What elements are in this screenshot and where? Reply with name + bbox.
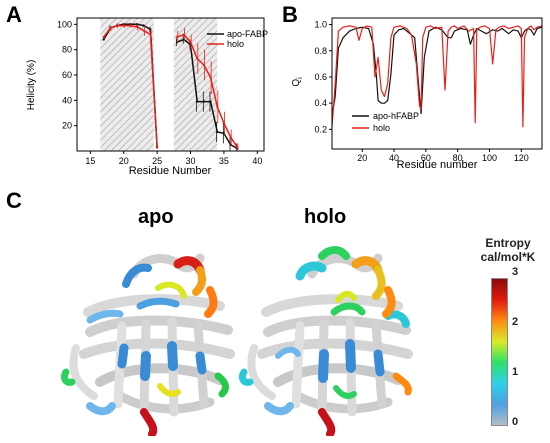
chart-a-series-line (176, 33, 238, 148)
chart-a-point (136, 25, 139, 28)
chart-a-x-axis-label: Residue Number (129, 165, 212, 177)
chart-b-series-1 (331, 25, 543, 128)
chart-a-point (156, 146, 159, 149)
chart-a-point (102, 38, 105, 41)
chart-b-y-tick-label: 0.6 (314, 72, 327, 82)
chart-b-legend-apo: apo-hFABP (373, 111, 419, 121)
chart-a-legend: apo-FABP holo (207, 29, 268, 49)
chart-b-legend-holo: holo (373, 123, 390, 133)
chart-a-point (209, 100, 212, 103)
chart-b-x-axis-label: Residue number (397, 159, 478, 171)
chart-a-point (209, 76, 212, 79)
chart-b-x-tick-label: 20 (357, 153, 367, 163)
chart-a-point (182, 33, 185, 36)
chart-a-point (202, 100, 205, 103)
chart-b-x-tick-label: 80 (453, 153, 463, 163)
chart-a-x-tick-label: 40 (252, 156, 262, 166)
colorbar-tick-2: 2 (512, 316, 519, 328)
apo-structure-image (60, 253, 235, 436)
chart-a-legend-holo: holo (227, 39, 244, 49)
holo-structure-image (238, 246, 413, 436)
chart-a-point (115, 24, 119, 27)
chart-a-point (229, 135, 232, 139)
colorbar-tick-3: 3 (512, 266, 519, 278)
chart-a-x-tick-label: 15 (85, 156, 95, 166)
holo-structure-label: holo (304, 206, 347, 228)
chart-a-point (122, 24, 125, 27)
chart-a-point (109, 27, 112, 30)
colorbar-tick-0: 0 (512, 416, 519, 428)
chart-a-point (176, 35, 179, 39)
panel-label-c: C (6, 188, 22, 213)
chart-a-y-tick-label: 80 (62, 45, 72, 55)
chart-a-y-tick-label: 40 (62, 95, 72, 105)
chart-a-series-1 (102, 23, 239, 151)
chart-a-y-tick-label: 100 (57, 19, 72, 29)
chart-a-point (236, 146, 239, 149)
chart-b-y-tick-label: 0.2 (314, 124, 327, 134)
chart-a-x-tick-label: 30 (186, 156, 196, 166)
chart-b: 20 40 60 80 100 120 0.2 0.4 0.6 0.8 1.0 Residue nu… (291, 17, 543, 171)
chart-b-x-tick-label: 100 (482, 153, 497, 163)
chart-a-y-axis-label: Helicity (%) (26, 60, 37, 111)
chart-a-point (216, 130, 219, 134)
chart-a-point (149, 33, 152, 36)
chart-a-shaded-region-0 (100, 18, 154, 151)
chart-a-point (196, 100, 199, 103)
chart-a-y-tick-label: 60 (62, 70, 72, 80)
chart-b-y-tick-label: 1.0 (314, 20, 327, 30)
chart-b-legend: apo-hFABP holo (352, 111, 419, 133)
chart-b-x-tick-label: 60 (421, 153, 431, 163)
chart-a: 15 20 25 30 35 40 20 40 60 80 100 Residue Number H… (26, 17, 268, 177)
chart-a-frame (76, 17, 265, 152)
chart-b-x-tick-label: 40 (389, 153, 399, 163)
colorbar-title-line2: cal/mol*K (480, 250, 536, 264)
colorbar-title: Entropy cal/mol*K (466, 236, 550, 264)
chart-b-frame (331, 17, 543, 150)
chart-a-point (129, 24, 132, 27)
svg-text:Qi: Qi (291, 77, 304, 87)
colorbar-tick-1: 1 (512, 366, 519, 378)
chart-a-point (222, 122, 226, 125)
chart-a-point (189, 40, 192, 44)
chart-a-point (196, 57, 199, 60)
panel-label-a: A (6, 2, 22, 27)
chart-a-y-tick-label: 20 (62, 121, 72, 131)
chart-a-point (202, 63, 205, 66)
apo-structure-label: apo (138, 206, 174, 228)
chart-a-x-tick-label: 35 (219, 156, 229, 166)
chart-a-point (142, 29, 145, 32)
chart-b-x-tick-label: 120 (514, 153, 529, 163)
entropy-colorbar (491, 278, 508, 426)
chart-a-point (216, 105, 219, 108)
chart-a-series-line (176, 38, 238, 150)
chart-a-legend-apo: apo-FABP (227, 29, 268, 39)
chart-b-y-tick-label: 0.4 (314, 98, 327, 108)
chart-b-series-0 (331, 26, 543, 117)
panel-label-b: B (282, 2, 298, 27)
chart-b-y-axis-label: Qi (291, 77, 304, 87)
chart-a-x-tick-label: 25 (152, 156, 162, 166)
chart-a-point (102, 35, 105, 39)
chart-a-x-tick-label: 20 (119, 156, 129, 166)
colorbar-title-line1: Entropy (485, 236, 531, 250)
chart-b-y-tick-label: 0.8 (314, 46, 327, 56)
